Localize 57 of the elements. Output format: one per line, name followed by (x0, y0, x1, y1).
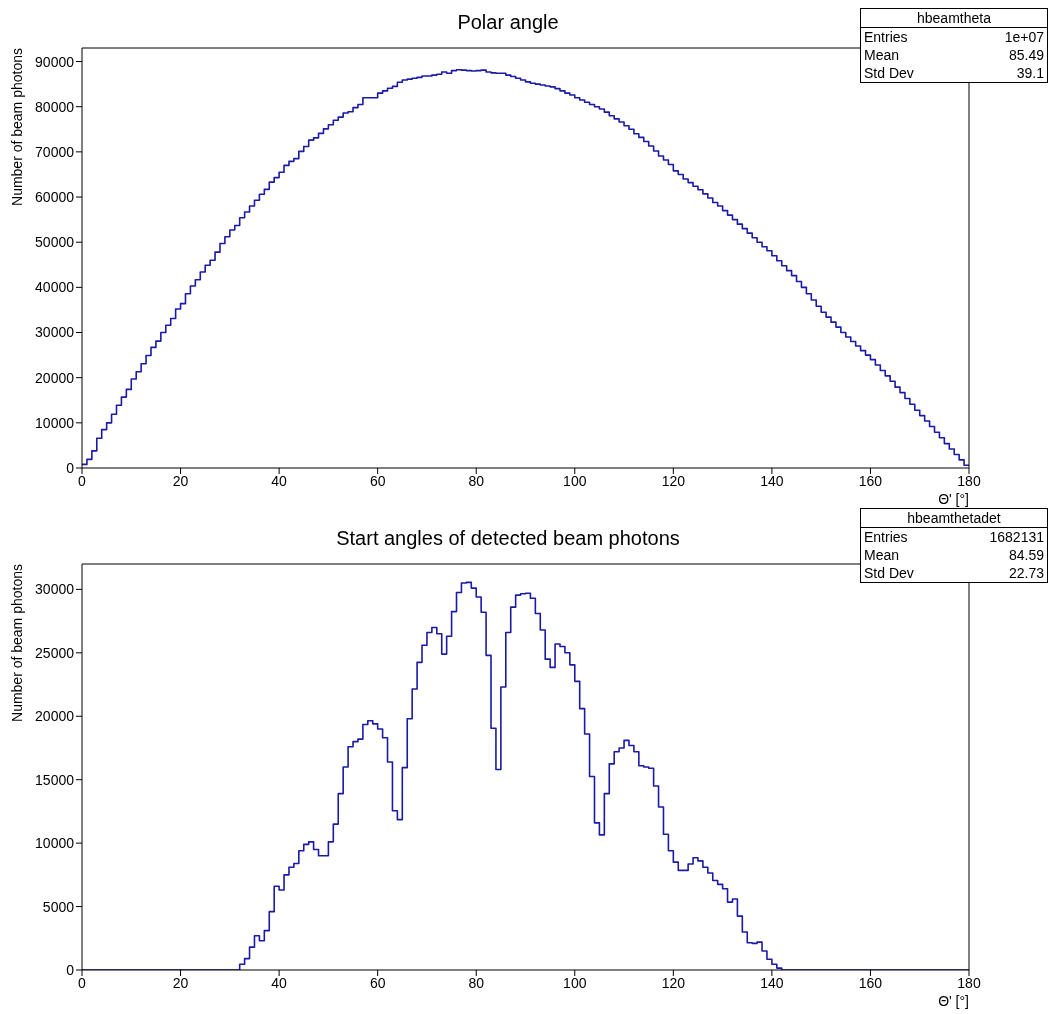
x-tick-label: 180 (957, 974, 981, 991)
text: Entries (864, 528, 908, 546)
text: 1682131 (989, 528, 1044, 546)
x-tick-label: 160 (858, 472, 883, 489)
x-tick-label: 40 (271, 472, 288, 489)
text: 85.49 (1008, 46, 1044, 64)
y-axis-title: Number of beam photons (9, 564, 25, 722)
x-tick-label: 40 (271, 974, 288, 991)
y-tick-label: 25000 (35, 644, 75, 661)
x-tick-label: 80 (468, 472, 485, 489)
y-tick-label: 40000 (35, 279, 75, 296)
y-tick-label: 15000 (35, 771, 75, 788)
text: Mean (864, 546, 900, 564)
x-tick-label: 120 (661, 974, 686, 991)
annotation: Mean (864, 46, 900, 64)
y-tick-label: 30000 (35, 581, 75, 598)
y-axis-title: Number of beam photons (9, 48, 25, 206)
x-tick-label: 80 (468, 974, 485, 991)
y-tick-label: 60000 (35, 189, 75, 205)
chart-title: Polar angle (457, 11, 559, 33)
x-tick-label: 100 (563, 472, 587, 489)
y-tick-label: 50000 (35, 234, 75, 251)
x-tick-label: 20 (172, 974, 189, 991)
y-tick-label: 90000 (35, 53, 75, 70)
text: 1e+07 (1004, 28, 1044, 46)
chart-title: Start angles of detected beam photons (336, 527, 680, 549)
x-tick-label: 0 (78, 974, 87, 991)
text: hbeamtheta (861, 9, 1047, 28)
x-axis-title: Θ' [°] (938, 491, 969, 507)
text: hbeamthetadet (861, 509, 1047, 528)
x-tick-label: 180 (957, 472, 981, 489)
text: 22.73 (1008, 564, 1044, 582)
y-tick-label: 5000 (42, 898, 75, 915)
x-tick-label: 60 (369, 974, 386, 991)
x-tick-label: 160 (858, 974, 883, 991)
y-tick-label: 0 (66, 961, 75, 978)
x-tick-label: 60 (369, 472, 386, 489)
x-tick-label: 0 (78, 472, 87, 489)
x-tick-label: 100 (563, 974, 587, 991)
x-tick-label: 140 (760, 974, 784, 991)
y-tick-label: 20000 (35, 708, 75, 725)
text: Entries (864, 28, 908, 46)
y-tick-label: 80000 (35, 98, 75, 115)
x-tick-label: 120 (661, 472, 686, 489)
text: 39.1 (1016, 64, 1044, 82)
annotation: Std Dev (864, 564, 914, 582)
x-axis-title: Θ' [°] (938, 993, 969, 1009)
x-tick-label: 140 (760, 472, 784, 489)
y-tick-label: 10000 (35, 835, 75, 852)
y-tick-label: 10000 (35, 414, 75, 431)
y-tick-label: 70000 (35, 143, 75, 160)
y-tick-label: 30000 (35, 324, 75, 341)
y-tick-label: 0 (66, 459, 75, 476)
y-tick-label: 20000 (35, 369, 75, 386)
text: 84.59 (1008, 546, 1044, 564)
annotation: Std Dev (864, 64, 914, 82)
x-tick-label: 20 (172, 472, 189, 489)
